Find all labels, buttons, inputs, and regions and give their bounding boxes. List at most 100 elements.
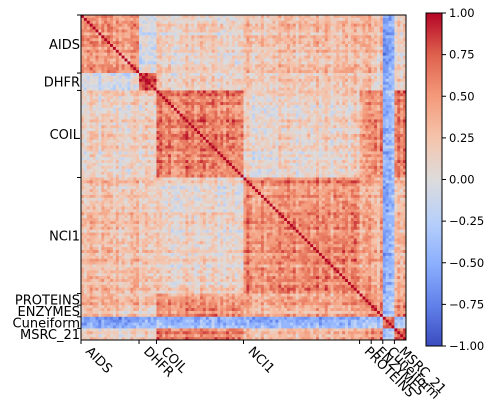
- heatmap-cell: [234, 133, 239, 138]
- heatmap-cell: [118, 136, 122, 141]
- heatmap-cell: [292, 107, 297, 112]
- heatmap-cell: [307, 55, 311, 59]
- heatmap-cell: [185, 139, 189, 144]
- heatmap-cell: [162, 55, 166, 59]
- heatmap-cell: [304, 46, 308, 51]
- heatmap-cell: [211, 128, 215, 132]
- heatmap-cell: [333, 23, 337, 27]
- heatmap-cell: [243, 136, 247, 141]
- heatmap-cell: [118, 35, 122, 39]
- heatmap-cell: [237, 70, 241, 74]
- heatmap-cell: [374, 67, 378, 71]
- heatmap-cell: [237, 84, 241, 88]
- heatmap-cell: [165, 125, 169, 129]
- heatmap-cell: [318, 44, 323, 48]
- heatmap-cell: [246, 119, 250, 123]
- heatmap-cell: [327, 87, 331, 91]
- heatmap-cell: [223, 20, 227, 25]
- heatmap-cell: [362, 107, 366, 112]
- heatmap-cell: [101, 139, 105, 144]
- heatmap-cell: [107, 61, 111, 65]
- heatmap-cell: [144, 87, 149, 91]
- heatmap-cell: [118, 84, 122, 88]
- heatmap-cell: [278, 75, 282, 80]
- heatmap-cell: [95, 81, 99, 85]
- heatmap-cell: [266, 73, 270, 77]
- heatmap-cell: [185, 49, 189, 54]
- heatmap-cell: [118, 99, 122, 103]
- heatmap-cell: [292, 90, 297, 94]
- heatmap-cell: [199, 116, 204, 120]
- heatmap-cell: [321, 93, 326, 97]
- heatmap-cell: [336, 61, 340, 65]
- heatmap-cell: [240, 133, 244, 138]
- heatmap-cell: [333, 78, 337, 83]
- heatmap-cell: [275, 35, 279, 39]
- heatmap-cell: [191, 23, 195, 27]
- heatmap-cell: [246, 61, 250, 65]
- heatmap-cell: [260, 90, 265, 94]
- heatmap-cell: [136, 131, 140, 135]
- heatmap-cell: [307, 139, 311, 144]
- heatmap-cell: [246, 116, 250, 120]
- heatmap-cell: [86, 73, 91, 77]
- heatmap-cell: [289, 81, 294, 85]
- heatmap-cell: [153, 55, 157, 59]
- heatmap-cell: [159, 119, 163, 123]
- heatmap-cell: [110, 102, 114, 106]
- heatmap-cell: [199, 49, 204, 54]
- heatmap-cell: [275, 32, 279, 36]
- heatmap-cell: [371, 87, 375, 91]
- heatmap-cell: [107, 29, 111, 33]
- heatmap-cell: [211, 38, 215, 42]
- heatmap-cell: [353, 35, 358, 39]
- heatmap-cell: [272, 90, 276, 94]
- heatmap-cell: [240, 58, 244, 62]
- heatmap-cell: [301, 107, 305, 112]
- heatmap-cell: [185, 32, 189, 36]
- heatmap-cell: [374, 87, 378, 91]
- heatmap-cell: [156, 128, 160, 132]
- heatmap-cell: [191, 107, 195, 112]
- heatmap-cell: [330, 78, 334, 83]
- heatmap-cell: [115, 125, 120, 129]
- heatmap-cell: [292, 15, 297, 19]
- heatmap-cell: [353, 110, 358, 115]
- heatmap-cell: [345, 73, 349, 77]
- heatmap-cell: [185, 46, 189, 51]
- heatmap-cell: [249, 136, 253, 141]
- heatmap-cell: [379, 73, 384, 77]
- heatmap-cell: [147, 102, 151, 106]
- heatmap-cell: [214, 116, 218, 120]
- heatmap-cell: [179, 93, 183, 97]
- heatmap-cell: [339, 46, 343, 51]
- heatmap-cell: [272, 139, 276, 144]
- heatmap-cell: [403, 125, 407, 129]
- heatmap-cell: [359, 46, 363, 51]
- heatmap-cell: [150, 52, 154, 56]
- heatmap-cell: [89, 102, 93, 106]
- heatmap-cell: [278, 70, 282, 74]
- heatmap-cell: [327, 46, 331, 51]
- heatmap-cell: [345, 99, 349, 103]
- heatmap-cell: [147, 87, 151, 91]
- heatmap-cell: [336, 128, 340, 132]
- heatmap-cell: [101, 125, 105, 129]
- heatmap-cell: [368, 70, 372, 74]
- heatmap-cell: [159, 104, 163, 109]
- heatmap-cell: [289, 26, 294, 30]
- heatmap-cell: [121, 64, 125, 68]
- heatmap-cell: [176, 102, 181, 106]
- heatmap-cell: [147, 125, 151, 129]
- heatmap-cell: [295, 67, 299, 71]
- heatmap-cell: [81, 113, 85, 117]
- heatmap-cell: [220, 46, 224, 51]
- heatmap-cell: [168, 78, 172, 83]
- heatmap-cell: [313, 55, 317, 59]
- heatmap-cell: [208, 70, 212, 74]
- heatmap-cell: [162, 102, 166, 106]
- heatmap-cell: [170, 32, 175, 36]
- heatmap-cell: [275, 70, 279, 74]
- heatmap-cell: [159, 87, 163, 91]
- heatmap-cell: [86, 131, 91, 135]
